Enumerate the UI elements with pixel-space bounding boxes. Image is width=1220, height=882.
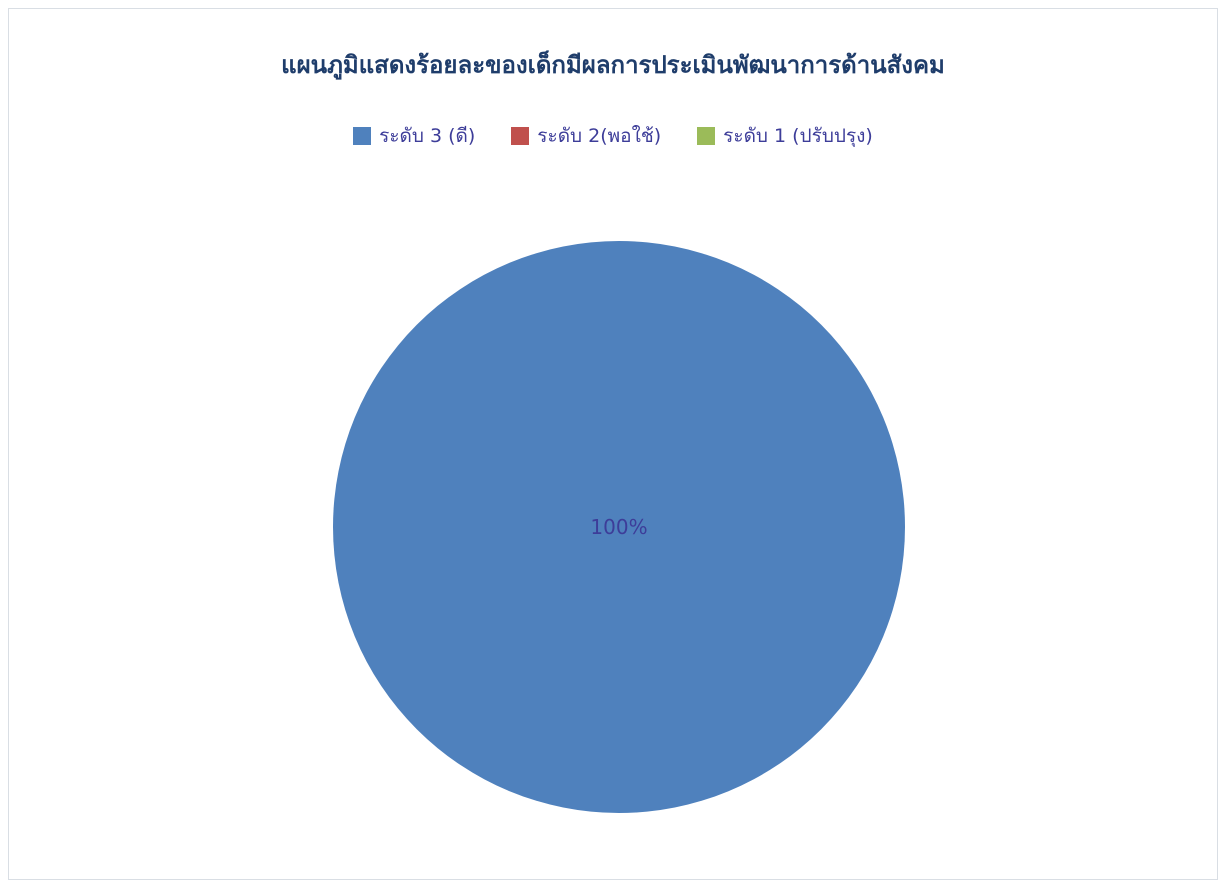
chart-title: แผนภูมิแสดงร้อยละของเด็กมีผลการประเมินพั… (281, 51, 945, 79)
legend-item-level-1: ระดับ 1 (ปรับปรุง) (697, 121, 873, 151)
legend: ระดับ 3 (ดี) ระดับ 2(พอใช้) ระดับ 1 (ปรั… (9, 121, 1217, 151)
legend-label-level-3: ระดับ 3 (ดี) (379, 125, 476, 147)
legend-item-level-3: ระดับ 3 (ดี) (353, 121, 475, 151)
legend-swatch-level-1 (697, 127, 716, 145)
legend-label-level-2: ระดับ 2(พอใช้) (537, 125, 662, 147)
pie-slice-level-3 (333, 241, 905, 813)
legend-item-level-2: ระดับ 2(พอใช้) (511, 121, 661, 151)
legend-label-level-1: ระดับ 1 (ปรับปรุง) (723, 125, 873, 147)
legend-swatch-level-2 (511, 127, 530, 145)
data-label-level-3: 100% (590, 515, 647, 539)
chart-area: แผนภูมิแสดงร้อยละของเด็กมีผลการประเมินพั… (8, 8, 1218, 880)
legend-swatch-level-3 (353, 127, 372, 145)
pie-chart: 100% (333, 241, 905, 813)
